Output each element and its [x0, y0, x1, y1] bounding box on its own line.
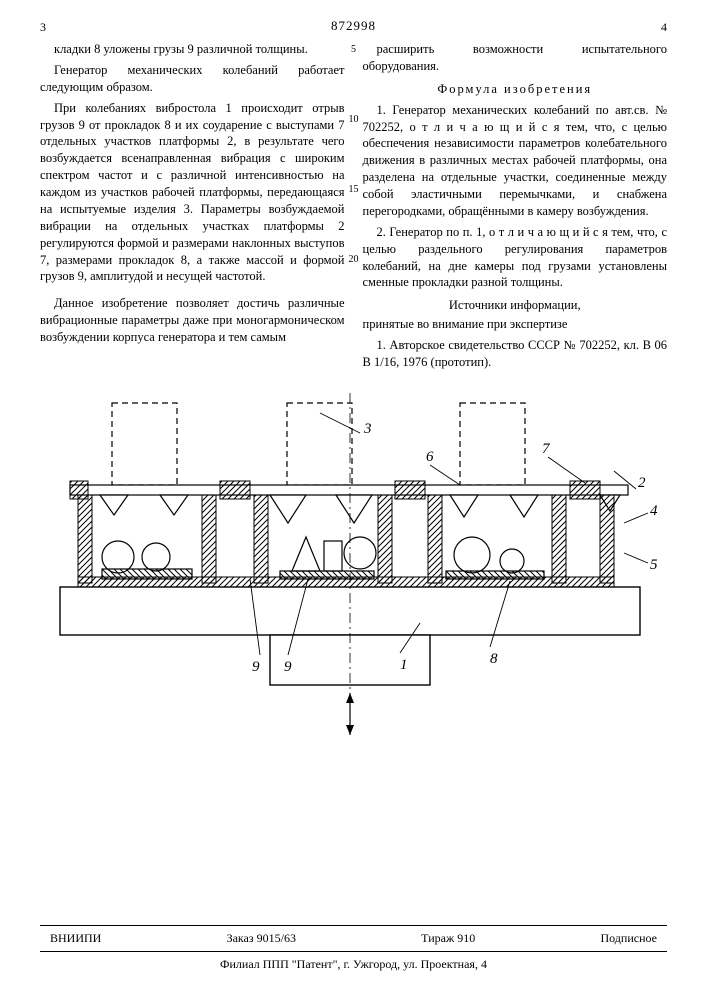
diagram-label-5: 5: [650, 557, 658, 573]
technical-diagram: 3 6 7 2 4 5 1 8 9 9: [40, 393, 667, 773]
footer-sign: Подписное: [600, 931, 657, 946]
page: 3 4 872998 5 10 15 20 кладки 8 уложены г…: [0, 0, 707, 1000]
paragraph: Генератор механических колебаний работае…: [40, 62, 345, 96]
diagram-label-8: 8: [490, 651, 498, 667]
footer: ВНИИПИ Заказ 9015/63 Тираж 910 Подписное…: [40, 922, 667, 972]
diagram-label-7: 7: [542, 441, 551, 457]
paragraph: Данное изобретение позволяет достичь раз…: [40, 295, 345, 346]
formula-title: Формула изобретения: [363, 81, 668, 98]
line-marker: 5: [345, 44, 363, 55]
left-column: кладки 8 уложены грузы 9 различной толщи…: [40, 41, 345, 375]
right-column: расширить возможности испытательного обо…: [363, 41, 668, 375]
diagram-label-1: 1: [400, 657, 408, 673]
claim: 2. Генератор по п. 1, о т л и ч а ю щ и …: [363, 224, 668, 292]
diagram-label-3: 3: [363, 421, 372, 437]
footer-row: ВНИИПИ Заказ 9015/63 Тираж 910 Подписное: [40, 929, 667, 948]
line-number-gutter: 5 10 15 20: [345, 44, 363, 324]
paragraph: При колебаниях вибростола 1 происходит о…: [40, 100, 345, 286]
reference: 1. Авторское свидетельство СССР № 702252…: [363, 337, 668, 371]
diagram-svg: 3 6 7 2 4 5 1 8 9 9: [40, 393, 660, 773]
diagram-label-4: 4: [650, 503, 658, 519]
page-number-left: 3: [40, 20, 46, 35]
document-number: 872998: [331, 18, 376, 34]
footer-order: Заказ 9015/63: [227, 931, 296, 946]
page-number-right: 4: [661, 20, 667, 35]
paragraph: расширить возможности испытательного обо…: [363, 41, 668, 75]
footer-org: ВНИИПИ: [50, 931, 101, 946]
paragraph: кладки 8 уложены грузы 9 различной толщи…: [40, 41, 345, 58]
diagram-label-2: 2: [638, 475, 646, 491]
footer-address: Филиал ППП "Патент", г. Ужгород, ул. Про…: [40, 955, 667, 972]
claim: 1. Генератор механических колебаний по а…: [363, 102, 668, 220]
sources-subtitle: принятые во внимание при экспертизе: [363, 316, 668, 333]
line-marker: 20: [345, 254, 363, 265]
footer-tirazh: Тираж 910: [421, 931, 475, 946]
diagram-label-9b: 9: [252, 659, 260, 675]
line-marker: 10: [345, 114, 363, 125]
diagram-label-9: 9: [284, 659, 292, 675]
line-marker: 15: [345, 184, 363, 195]
sources-title: Источники информации,: [363, 297, 668, 314]
diagram-label-6: 6: [426, 449, 434, 465]
